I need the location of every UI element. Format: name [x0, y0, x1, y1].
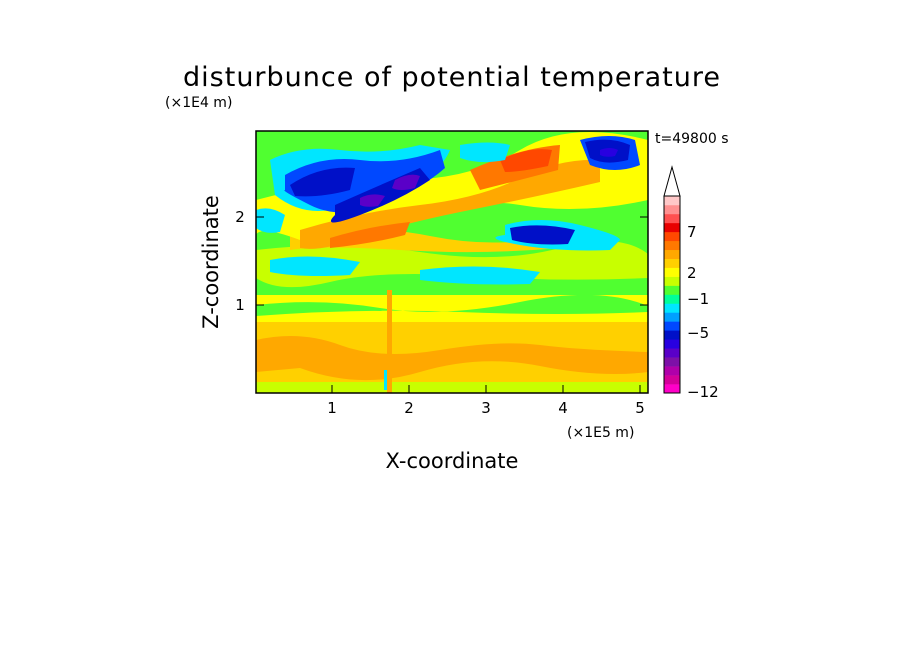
colorbar-swatch — [664, 267, 680, 277]
axis-ticks — [256, 216, 648, 393]
colorbar-swatch — [664, 312, 680, 322]
colorbar-extend-arrow — [663, 165, 681, 197]
x-tick-label: 4 — [558, 399, 568, 417]
colorbar-swatch — [664, 222, 680, 233]
colorbar-swatch — [664, 249, 680, 259]
colorbar-label: 2 — [687, 264, 697, 282]
colorbar-swatch — [664, 231, 680, 242]
colorbar-swatch — [664, 258, 680, 268]
y-tick-label: 1 — [235, 296, 245, 314]
colorbar-swatch — [664, 384, 680, 394]
x-tick-label: 5 — [635, 399, 645, 417]
colorbar-swatch — [664, 213, 680, 224]
y-unit-label: (×1E4 m) — [165, 95, 232, 111]
colorbar-swatch — [664, 303, 680, 313]
colorbar-swatch — [664, 366, 680, 376]
colorbar-swatch — [664, 294, 680, 304]
colorbar-swatch — [664, 276, 680, 286]
x-tick-label: 3 — [481, 399, 491, 417]
colorbar-label: −1 — [687, 290, 709, 308]
colorbar-swatch — [664, 240, 680, 251]
colorbar-swatch — [664, 321, 680, 331]
y-tick-label: 2 — [235, 208, 245, 226]
x-tick-label: 1 — [327, 399, 337, 417]
colorbar — [663, 165, 681, 394]
x-unit-label: (×1E5 m) — [567, 425, 634, 441]
time-label: t=49800 s — [655, 131, 729, 147]
x-axis-label: X-coordinate — [386, 449, 519, 473]
colorbar-swatch — [664, 357, 680, 367]
x-tick-label: 2 — [404, 399, 414, 417]
colorbar-swatch — [664, 196, 680, 206]
colorbar-label: −5 — [687, 324, 709, 342]
colorbar-swatch — [664, 375, 680, 385]
colorbar-swatch — [664, 339, 680, 349]
colorbar-swatch — [664, 285, 680, 295]
chart-title: disturbunce of potential temperature — [183, 62, 721, 93]
colorbar-swatch — [664, 204, 680, 215]
y-axis-label: Z-coordinate — [199, 195, 223, 329]
contour-field — [256, 131, 648, 393]
colorbar-label: −12 — [687, 383, 719, 401]
colorbar-swatch — [664, 348, 680, 358]
plot-frame — [255, 130, 649, 394]
colorbar-swatch — [664, 330, 680, 340]
colorbar-label: 7 — [687, 223, 697, 241]
